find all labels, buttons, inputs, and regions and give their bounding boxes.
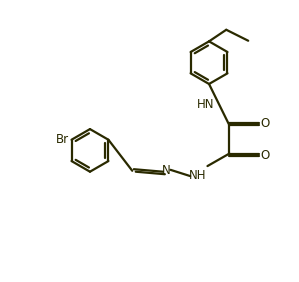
Text: Br: Br xyxy=(56,133,69,146)
Text: HN: HN xyxy=(197,98,214,111)
Text: O: O xyxy=(261,149,270,162)
Text: NH: NH xyxy=(189,169,207,182)
Text: N: N xyxy=(162,164,171,177)
Text: O: O xyxy=(261,117,270,130)
